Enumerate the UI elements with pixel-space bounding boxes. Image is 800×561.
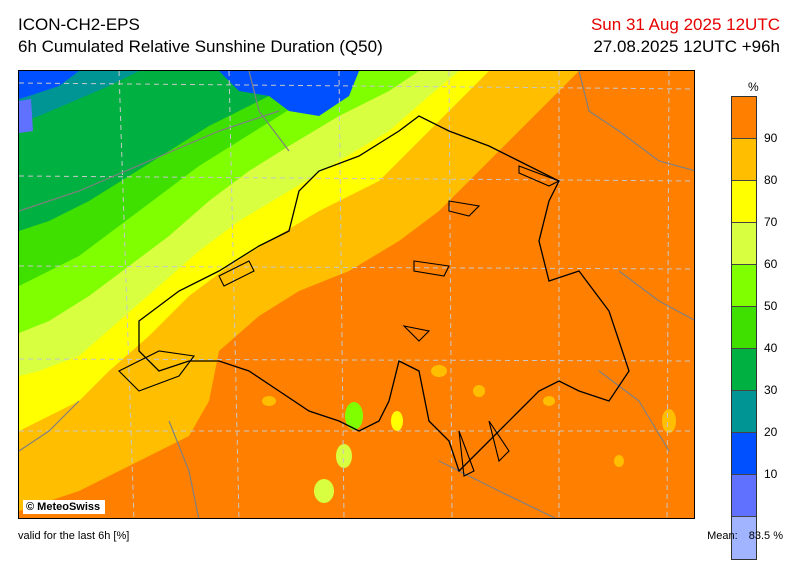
legend-tick-label: 40 [764, 341, 778, 355]
color-legend [731, 96, 757, 560]
band-20 [219, 71, 359, 116]
legend-unit: % [748, 80, 759, 94]
valid-date: Sun 31 Aug 2025 12UTC [590, 15, 780, 34]
legend-tick-label: 10 [764, 467, 778, 481]
legend-swatch [732, 265, 756, 307]
validity-note: valid for the last 6h [%] [18, 530, 130, 542]
legend-swatch [732, 223, 756, 265]
band-20-west [19, 71, 79, 99]
title-block: ICON-CH2-EPS 6h Cumulated Relative Sunsh… [18, 14, 383, 58]
swiss-border [138, 115, 630, 473]
legend-swatch [732, 139, 756, 181]
legend-tick-label: 30 [764, 383, 778, 397]
product-name: 6h Cumulated Relative Sunshine Duration … [18, 37, 383, 56]
legend-swatch [732, 97, 756, 139]
lakes [118, 165, 561, 477]
legend-swatch [732, 475, 756, 517]
mean-value-block: Mean: 83.5 % [707, 530, 783, 542]
band-40 [19, 71, 319, 231]
sunshine-map: © MeteoSwiss [18, 70, 695, 519]
legend-swatch [732, 349, 756, 391]
legend-swatch [732, 391, 756, 433]
validity-block: Sun 31 Aug 2025 12UTC 27.08.2025 12UTC +… [591, 14, 780, 58]
legend-tick-label: 80 [764, 173, 778, 187]
legend-swatch [732, 517, 756, 559]
legend-swatch [732, 433, 756, 475]
model-name: ICON-CH2-EPS [18, 15, 140, 34]
mean-value: 83.5 % [748, 530, 783, 542]
legend-tick-label: 90 [764, 131, 778, 145]
graticule [19, 71, 694, 518]
alpine-patches [262, 365, 676, 503]
legend-tick-label: 20 [764, 425, 778, 439]
legend-tick-label: 50 [764, 299, 778, 313]
run-info: 27.08.2025 12UTC +96h [593, 37, 780, 56]
copyright-label: © MeteoSwiss [23, 500, 106, 514]
legend-tick-label: 70 [764, 215, 778, 229]
legend-swatch [732, 307, 756, 349]
map-canvas [19, 71, 694, 518]
mean-label: Mean: [707, 530, 738, 542]
legend-tick-label: 60 [764, 257, 778, 271]
legend-swatch [732, 181, 756, 223]
band-10 [19, 99, 33, 133]
